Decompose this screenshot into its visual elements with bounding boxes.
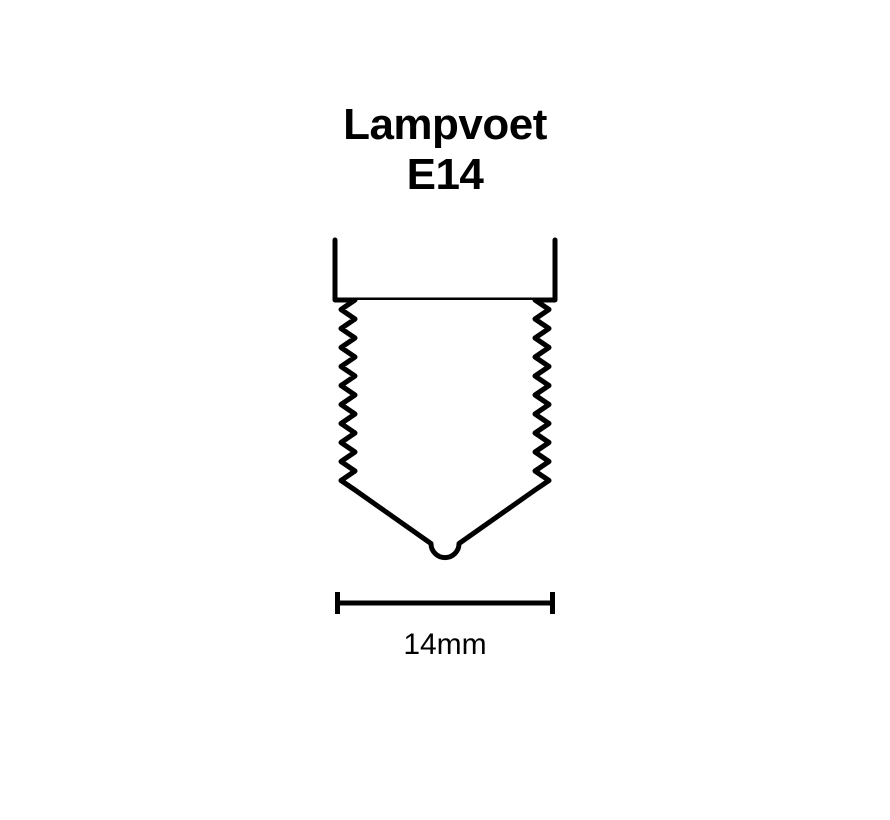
title-block: Lampvoet E14 [343, 100, 547, 200]
title-line2: E14 [343, 150, 547, 200]
dimension-block: 14mm [335, 588, 555, 662]
dimension-label: 14mm [403, 628, 486, 662]
dimension-bar [335, 588, 555, 618]
lamp-base-diagram [315, 230, 575, 570]
title-line1: Lampvoet [343, 100, 547, 150]
